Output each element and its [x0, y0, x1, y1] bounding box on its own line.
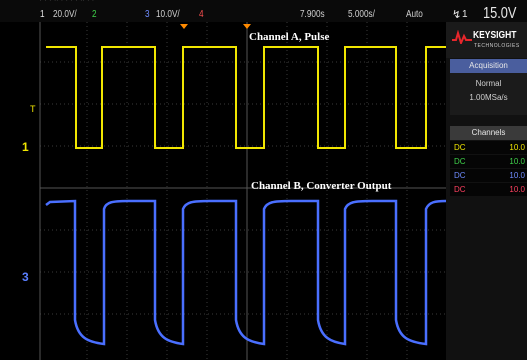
channel-scale-value: 10.0: [509, 157, 525, 166]
channel-b-converter-trace: [45, 199, 446, 346]
channel-coupling: DC: [454, 157, 466, 166]
grid-lines: [40, 22, 446, 360]
grid-axes: [39, 22, 446, 360]
brand-header: KEYSIGHT TECHNOLOGIES: [446, 22, 527, 58]
keysight-logo-icon: [452, 30, 472, 44]
ch1-number[interactable]: 1: [40, 9, 45, 20]
waveform-display[interactable]: [0, 0, 446, 360]
acquisition-info: Normal 1.00MSa/s: [450, 73, 527, 115]
ch1-ground-marker[interactable]: 1: [22, 140, 29, 154]
channel-scale-value: 10.0: [509, 143, 525, 152]
trigger-position-icon[interactable]: [180, 24, 188, 29]
trigger-level-marker: T: [30, 104, 36, 114]
ch3-ground-marker[interactable]: 3: [22, 270, 29, 284]
channel-scale-value: 10.0: [509, 185, 525, 194]
sample-rate: 1.00MSa/s: [469, 93, 508, 102]
acquisition-header[interactable]: Acquisition: [450, 59, 527, 73]
channel-row-3[interactable]: DC 10.0: [450, 169, 527, 182]
ch2-number[interactable]: 2: [92, 9, 97, 20]
brand-subtitle: TECHNOLOGIES: [474, 43, 520, 49]
ch3-scale[interactable]: 10.0V/: [156, 9, 180, 20]
brand-name: KEYSIGHT: [473, 30, 517, 41]
channel-coupling: DC: [454, 143, 466, 152]
side-panel: KEYSIGHT TECHNOLOGIES Acquisition Normal…: [446, 22, 527, 360]
time-reference-icon: [243, 24, 251, 29]
channel-coupling: DC: [454, 171, 466, 180]
channel-coupling: DC: [454, 185, 466, 194]
ch1-scale[interactable]: 20.0V/: [53, 9, 77, 20]
channel-a-label: Channel A, Pulse: [249, 31, 330, 43]
ch3-number[interactable]: 3: [145, 9, 150, 20]
channel-b-label: Channel B, Converter Output: [251, 180, 392, 192]
faint-header-text: ' ' ' '' ' ' ' ' '' ' ': [40, 0, 95, 6]
channel-row-4[interactable]: DC 10.0: [450, 183, 527, 196]
channel-row-2[interactable]: DC 10.0: [450, 155, 527, 168]
status-bar: ' ' ' '' ' ' ' ' '' ' ' 1 20.0V/ 2 3 10.…: [0, 0, 527, 22]
channel-scale-value: 10.0: [509, 171, 525, 180]
channel-row-1[interactable]: DC 10.0: [450, 141, 527, 154]
trigger-edge-icon: ↯: [452, 9, 462, 21]
ch4-number[interactable]: 4: [199, 9, 204, 20]
channel-a-pulse-trace: [46, 46, 446, 149]
time-delay[interactable]: 7.900s: [300, 9, 325, 20]
trigger-mode[interactable]: Auto: [406, 9, 423, 20]
channels-header[interactable]: Channels: [450, 126, 527, 140]
trigger-channel: 1: [462, 9, 468, 20]
acquisition-mode: Normal: [475, 79, 502, 88]
time-scale[interactable]: 5.000s/: [348, 9, 375, 20]
trigger-level[interactable]: 15.0V: [483, 5, 517, 22]
